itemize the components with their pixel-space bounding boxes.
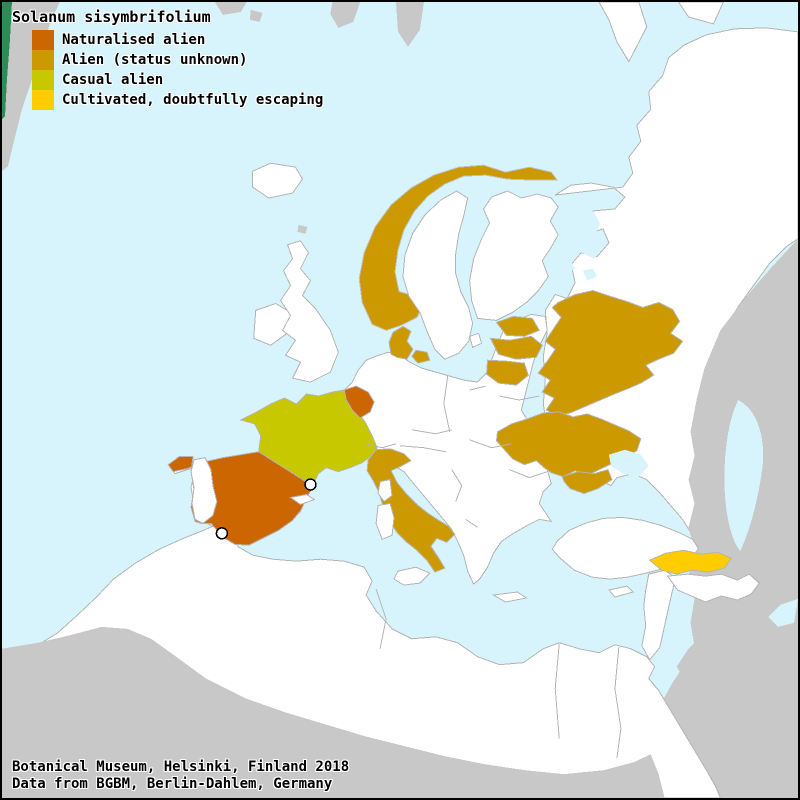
country-borders [366, 376, 622, 759]
region-faroe [297, 224, 308, 234]
legend-swatch-cultivated [32, 90, 54, 110]
region-georgia [648, 549, 733, 575]
region-portugal [190, 457, 218, 524]
legend-swatch-alien [32, 50, 54, 70]
region-corsica [377, 479, 393, 503]
region-crete [492, 591, 528, 603]
region-arctic-island-2 [249, 9, 263, 22]
region-arabia [676, 626, 798, 798]
region-sicily [393, 566, 431, 586]
region-lithuania [486, 359, 529, 386]
region-central-russia [537, 290, 684, 417]
region-latvia [489, 335, 543, 360]
lake-onega [583, 268, 598, 281]
region-armenia-azerbaijan [666, 573, 760, 603]
sea-of-azov [608, 449, 649, 477]
region-sahara [2, 626, 665, 798]
legend-label-alien: Alien (status unknown) [62, 52, 248, 68]
legend-label-casual: Casual alien [62, 72, 164, 88]
region-gotland [469, 332, 483, 348]
region-finland [469, 190, 559, 321]
region-cyprus [608, 585, 634, 598]
legend-swatch-casual [32, 70, 54, 90]
region-balearics [289, 494, 316, 506]
region-arctic-island-1 [214, 2, 247, 15]
region-denmark-islands [411, 349, 431, 364]
region-iceland [252, 162, 304, 199]
footer-credit-museum: Botanical Museum, Helsinki, Finland 2018 [12, 759, 350, 775]
region-arctic-island-4 [678, 2, 724, 25]
persian-gulf [768, 599, 798, 627]
record-dot [304, 478, 317, 491]
region-greenland-coast-green [2, 2, 12, 120]
legend-label-naturalised: Naturalised alien [62, 32, 206, 48]
region-sardinia [375, 502, 395, 540]
caspian-sea [724, 400, 764, 552]
region-novaya-zemlya [598, 2, 648, 63]
region-greenland [2, 2, 60, 172]
footer-credit-data-source: Data from BGBM, Berlin-Dahlem, Germany [12, 776, 333, 792]
region-arctic-island-3 [396, 2, 424, 47]
map-title: Solanum sisymbrifolium [12, 8, 211, 26]
region-sweden [402, 190, 474, 360]
region-belgium [343, 385, 375, 419]
region-estonia [495, 315, 541, 337]
region-svalbard [330, 2, 361, 28]
record-dot [215, 527, 229, 540]
white-sea [570, 206, 602, 259]
region-denmark [388, 325, 414, 360]
region-crimea [561, 469, 613, 495]
legend-swatch-naturalised [32, 30, 54, 50]
legend-label-cultivated: Cultivated, doubtfully escaping [62, 92, 324, 108]
region-great-britain [280, 240, 339, 383]
lake-ladoga [555, 258, 576, 277]
